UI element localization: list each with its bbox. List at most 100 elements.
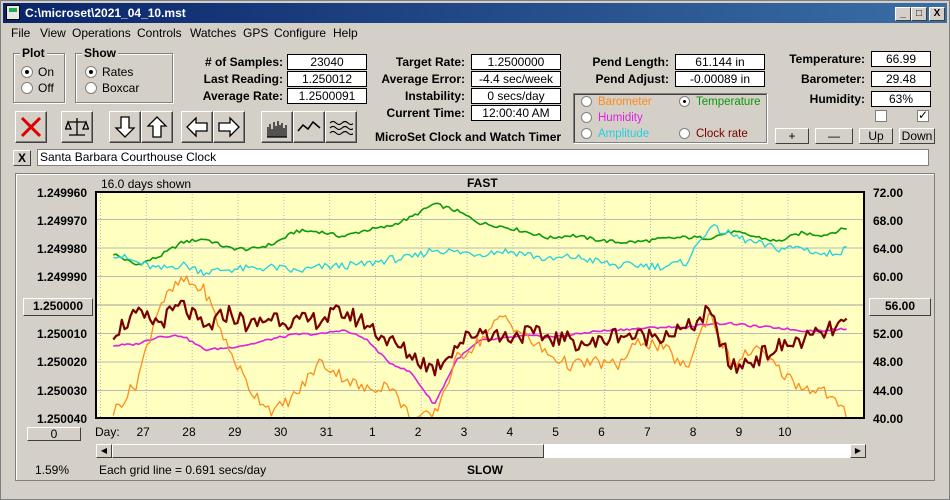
arrow-up-icon	[146, 116, 168, 138]
horizontal-scrollbar[interactable]: ◀ ▶	[95, 443, 867, 459]
x-tick-label: 29	[228, 425, 242, 439]
zero-button[interactable]: 0	[27, 427, 81, 441]
menu-configure[interactable]: Configure	[274, 26, 327, 40]
menu-gps[interactable]: GPS	[243, 26, 269, 40]
y-left-tick: 1.250020	[36, 355, 87, 369]
percent-label: 1.59%	[35, 463, 70, 477]
arrow-right-icon	[218, 116, 240, 138]
series-line-humidity	[113, 321, 847, 405]
left-arrow-button[interactable]	[181, 111, 213, 143]
show-group: Show	[75, 46, 173, 103]
show-rates-label: Rates	[102, 65, 134, 79]
up-button[interactable]: Up	[859, 128, 893, 144]
param-temperature-label: Temperature	[696, 96, 761, 108]
last-reading-field: 1.250012	[287, 71, 367, 87]
left-checkbox[interactable]	[875, 110, 887, 122]
right-center-button[interactable]: 56.00	[869, 298, 931, 316]
day-prefix-label: Day:	[95, 425, 120, 439]
x-tick-label: 4	[506, 425, 514, 439]
plot-group: Plot	[13, 46, 65, 103]
title-bar[interactable]: C:\microset\2021_04_10.mst _ □ X	[3, 3, 947, 23]
plot-off-radio[interactable]: Off	[21, 81, 54, 95]
radio-unchecked-icon	[21, 82, 33, 94]
humidity-field: 63%	[871, 91, 931, 107]
plot-on-label: On	[38, 65, 55, 79]
show-boxcar-radio[interactable]: Boxcar	[85, 81, 139, 95]
fast-label: FAST	[467, 176, 498, 190]
y-left-tick: 1.249960	[36, 186, 87, 200]
scroll-right-icon[interactable]: ▶	[850, 444, 866, 458]
radio-checked-icon	[21, 66, 33, 78]
target-rate-field: 1.2500000	[471, 54, 561, 70]
rate-chart[interactable]	[95, 191, 865, 419]
right-arrow-button[interactable]	[213, 111, 245, 143]
line-graph-button[interactable]	[293, 111, 325, 143]
clear-button[interactable]	[15, 111, 47, 143]
plot-on-radio[interactable]: On	[21, 65, 54, 79]
instability-field: 0 secs/day	[471, 88, 561, 104]
radio-checked-icon	[85, 66, 97, 78]
clock-name-field[interactable]: Santa Barbara Courthouse Clock	[37, 149, 929, 166]
up-arrow-button[interactable]	[141, 111, 173, 143]
maximize-button[interactable]: □	[911, 7, 927, 21]
pend-adjust-label: Pend Adjust:	[595, 72, 669, 86]
humidity-label: Humidity:	[809, 92, 865, 106]
x-tick-label: 8	[689, 425, 697, 439]
minus-button[interactable]: —	[815, 128, 853, 144]
down-button[interactable]: Down	[899, 128, 935, 144]
param-barometer-label: Barometer	[598, 96, 652, 108]
plus-button[interactable]: +	[775, 128, 809, 144]
histogram-button[interactable]	[261, 111, 293, 143]
x-tick-label: 7	[643, 425, 651, 439]
app-heading: MicroSet Clock and Watch Timer	[375, 130, 562, 144]
radio-unchecked-icon	[581, 96, 592, 107]
days-shown-label: 16.0 days shown	[101, 177, 192, 191]
line-graph-icon	[297, 120, 321, 132]
wave-button[interactable]	[325, 111, 357, 143]
app-icon[interactable]	[6, 5, 20, 20]
show-group-title: Show	[82, 46, 118, 60]
down-arrow-button[interactable]	[109, 111, 141, 143]
y-left-tick: 1.249980	[36, 242, 87, 256]
grid-note-label: Each grid line = 0.691 secs/day	[99, 463, 267, 477]
menu-operations[interactable]: Operations	[72, 26, 131, 40]
param-clock-rate[interactable]: Clock rate	[679, 128, 748, 140]
y-left-tick: 1.250040	[36, 412, 87, 426]
average-rate-field: 1.2500091	[287, 88, 367, 104]
pend-length-label: Pend Length:	[592, 55, 669, 69]
y-left-tick: 1.250030	[36, 384, 87, 398]
chart-panel	[15, 173, 935, 481]
menu-controls[interactable]: Controls	[137, 26, 182, 40]
right-checkbox[interactable]	[917, 108, 929, 122]
average-error-field: -4.4 sec/week	[471, 71, 561, 87]
average-error-label: Average Error:	[381, 72, 465, 86]
radio-unchecked-icon	[581, 112, 592, 123]
y-right-tick: 68.00	[873, 214, 904, 228]
barometer-label: Barometer:	[800, 72, 865, 86]
scroll-track[interactable]	[544, 444, 850, 458]
menu-watches[interactable]: Watches	[190, 26, 237, 40]
param-humidity-label: Humidity	[598, 112, 643, 124]
show-rates-radio[interactable]: Rates	[85, 65, 133, 79]
scroll-left-icon[interactable]: ◀	[96, 444, 112, 458]
param-temperature[interactable]: Temperature	[679, 96, 761, 108]
close-clock-button[interactable]: X	[13, 150, 31, 166]
param-barometer[interactable]: Barometer	[581, 96, 652, 108]
center-rate-button[interactable]: 1.250000	[23, 298, 93, 316]
menu-help[interactable]: Help	[333, 26, 358, 40]
y-left-tick: 1.250010	[36, 327, 87, 341]
param-amplitude[interactable]: Amplitude	[581, 128, 649, 140]
param-humidity[interactable]: Humidity	[581, 112, 643, 124]
balance-button[interactable]	[61, 111, 93, 143]
pend-length-field: 61.144 in	[675, 54, 765, 70]
param-amplitude-label: Amplitude	[598, 128, 650, 140]
minimize-button[interactable]: _	[895, 7, 911, 21]
y-left-tick: 1.249990	[36, 270, 87, 284]
target-rate-label: Target Rate:	[395, 55, 465, 69]
average-rate-label: Average Rate:	[202, 89, 283, 103]
menu-file[interactable]: File	[11, 26, 31, 40]
x-tick-label: 9	[735, 425, 743, 439]
scroll-thumb[interactable]	[112, 444, 544, 458]
menu-view[interactable]: View	[40, 26, 66, 40]
close-button[interactable]: X	[929, 7, 945, 21]
